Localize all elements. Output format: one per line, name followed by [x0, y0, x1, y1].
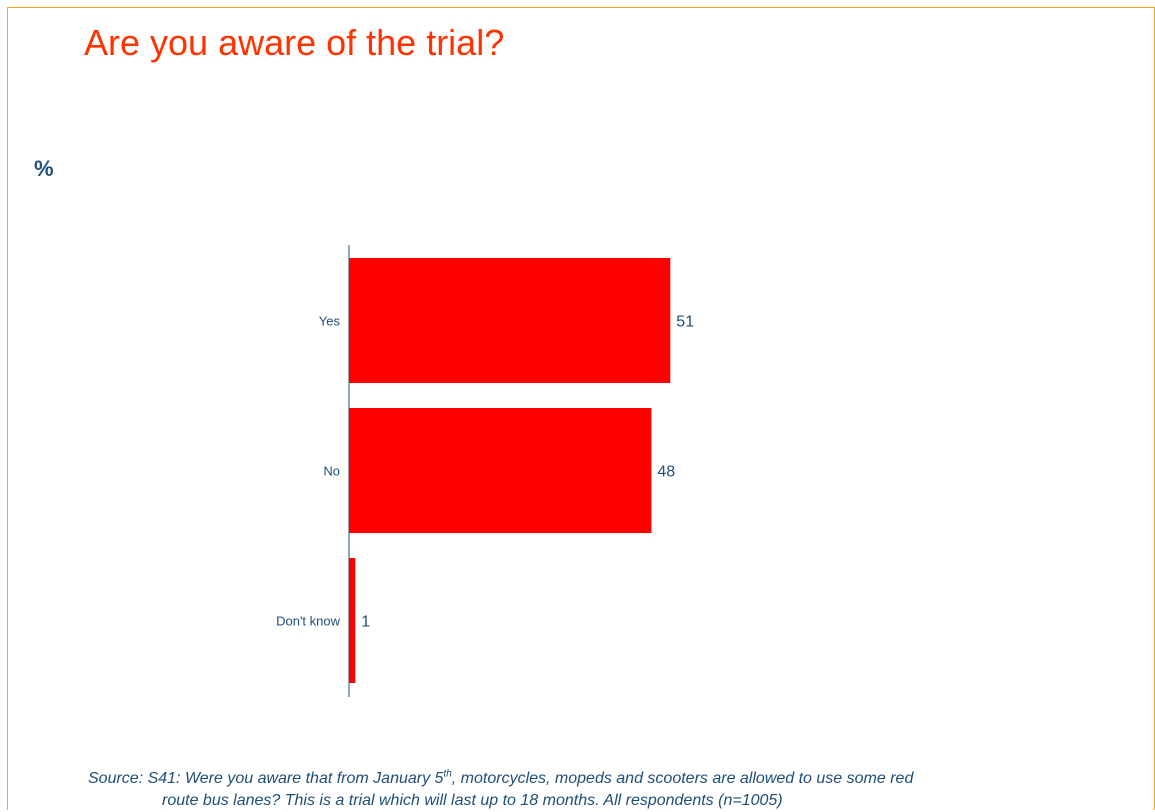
bar-0: [349, 258, 671, 383]
category-label: No: [323, 464, 340, 479]
category-label: Yes: [319, 314, 341, 329]
chart-title: Are you aware of the trial?: [84, 22, 505, 63]
source-note: Source: S41: Were you aware that from Ja…: [88, 768, 1138, 812]
category-label: Don't know: [276, 614, 341, 629]
bar-1: [349, 408, 652, 533]
source-text-part1: Source: S41: Were you aware that from Ja…: [88, 770, 444, 787]
value-label: 48: [657, 464, 675, 481]
unit-label: %: [34, 156, 54, 181]
source-text-part2: , motorcycles, mopeds and scooters are a…: [451, 770, 914, 787]
source-text-line2: route bus lanes? This is a trial which w…: [162, 792, 783, 809]
source-superscript: th: [443, 768, 452, 780]
value-label: 51: [676, 314, 694, 331]
value-label: 1: [361, 614, 370, 631]
bar-2: [349, 558, 356, 683]
